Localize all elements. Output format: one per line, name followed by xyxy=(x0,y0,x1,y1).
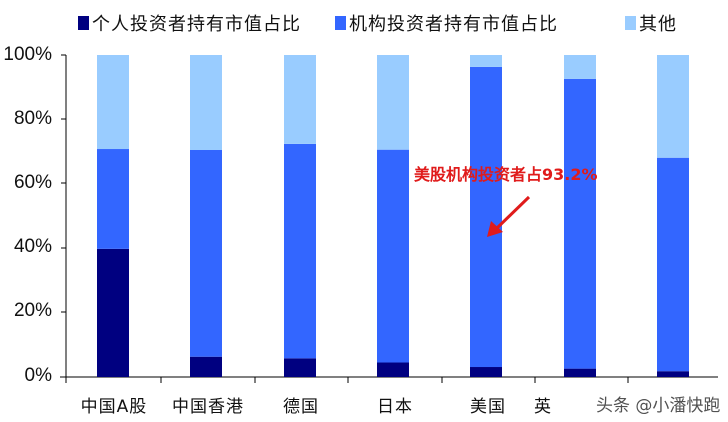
bar-segment xyxy=(470,55,502,67)
y-tick-label: 0% xyxy=(24,365,52,386)
y-ticks xyxy=(61,54,66,378)
bar-segment xyxy=(564,78,596,369)
bar-segment xyxy=(190,149,222,357)
legend-item-other: 其他 xyxy=(625,10,677,36)
y-tick-label: 60% xyxy=(13,172,52,193)
bar-segment xyxy=(377,362,409,377)
bar-segment xyxy=(190,356,222,377)
watermark: 头条 @小潘快跑 xyxy=(596,396,721,416)
bar-segment xyxy=(377,149,409,363)
bar-segment xyxy=(97,55,129,150)
bar-segment xyxy=(564,368,596,377)
legend-label: 其他 xyxy=(639,14,677,35)
bar-segment xyxy=(97,248,129,377)
bar-segment xyxy=(284,358,316,377)
annotation-arrow-icon xyxy=(487,195,531,237)
legend-swatch-other xyxy=(625,16,636,30)
bar-segment xyxy=(284,55,316,144)
x-category-label: 中国A股 xyxy=(80,397,148,417)
x-ticks xyxy=(65,377,629,383)
x-category-label: 日本 xyxy=(377,397,413,417)
bar-segment xyxy=(190,55,222,150)
bar-segment xyxy=(564,55,596,79)
x-category-label: 美国 xyxy=(470,397,506,417)
y-tick-label: 80% xyxy=(13,108,52,129)
legend-item-individual: 个人投资者持有市值占比 xyxy=(78,10,301,36)
bar-segment xyxy=(657,157,689,372)
legend-label: 个人投资者持有市值占比 xyxy=(92,14,301,35)
bar-segment xyxy=(284,143,316,359)
legend-label: 机构投资者持有市值占比 xyxy=(349,14,558,35)
y-tick-label: 40% xyxy=(13,236,52,257)
x-category-label: 德国 xyxy=(283,397,319,417)
bar-segment xyxy=(97,149,129,249)
bar-segment xyxy=(657,371,689,377)
legend-swatch-institutional xyxy=(335,16,346,30)
annotation-text: 美股机构投资者占93.2% xyxy=(414,165,598,184)
legend-swatch-individual xyxy=(78,16,89,30)
x-category-label: 中国香港 xyxy=(172,397,244,417)
bar-segment xyxy=(470,66,502,368)
bar-segment xyxy=(657,55,689,158)
x-category-label: 英 xyxy=(534,397,552,417)
bar-segment xyxy=(470,367,502,377)
legend-item-institutional: 机构投资者持有市值占比 xyxy=(335,10,558,36)
chart-legend: 个人投资者持有市值占比 机构投资者持有市值占比 其他 xyxy=(0,10,728,36)
y-tick-label: 100% xyxy=(3,44,52,65)
bar-segment xyxy=(377,55,409,150)
stacked-bars xyxy=(97,55,689,377)
y-tick-label: 20% xyxy=(13,300,52,321)
